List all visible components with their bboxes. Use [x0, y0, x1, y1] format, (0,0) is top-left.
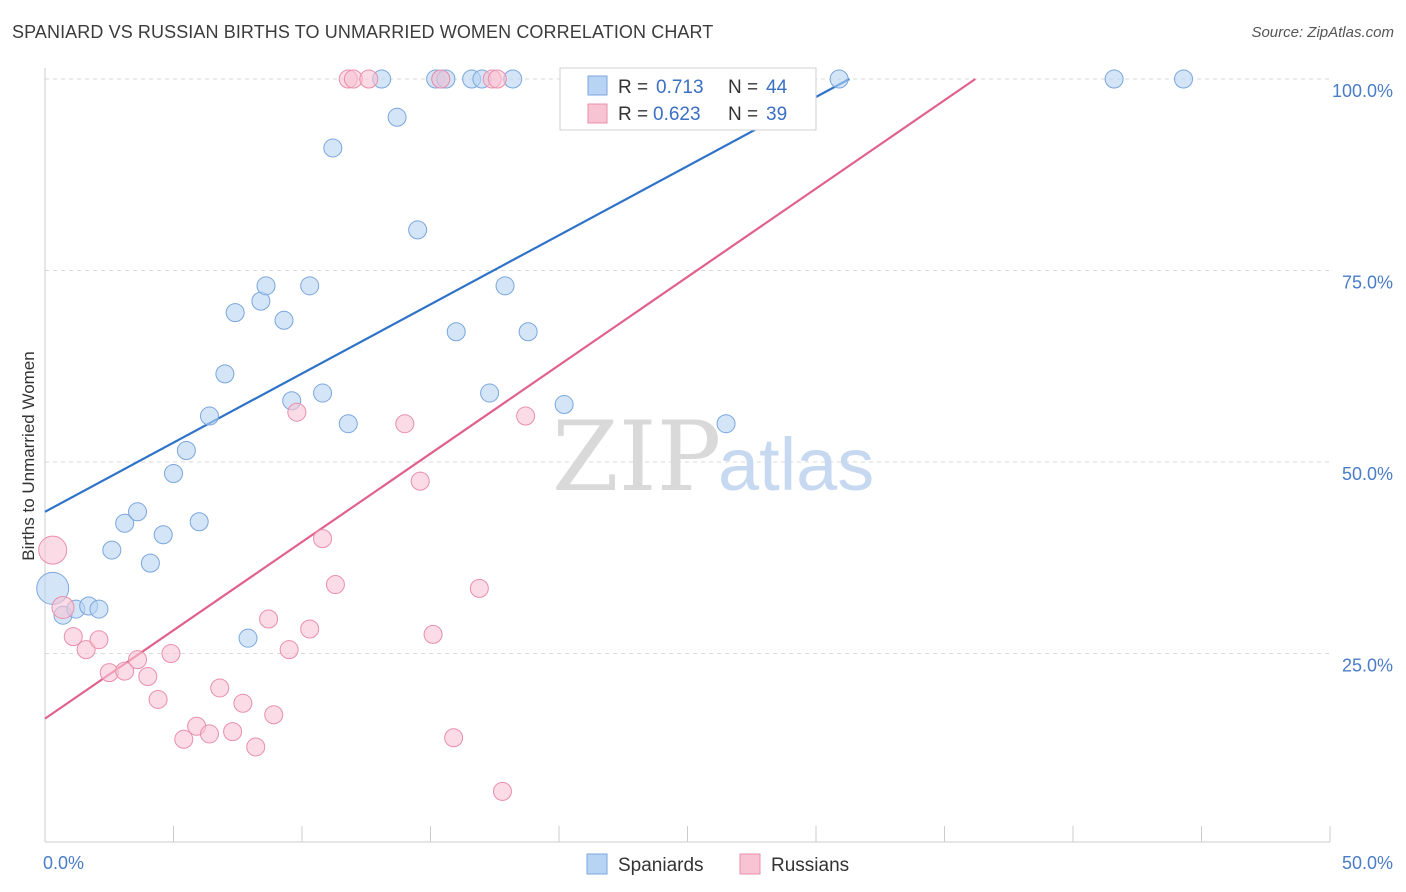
legend-swatch-spaniards — [587, 75, 608, 96]
spaniard-point — [199, 406, 219, 426]
y-tick-label: 50.0% — [1342, 464, 1393, 484]
source-label: Source: ZipAtlas.com — [1251, 24, 1394, 41]
spaniard-point — [274, 310, 294, 330]
x-tick-labels: 0.0% 50.0% — [43, 853, 1393, 873]
y-tick-label: 100.0% — [1332, 81, 1393, 101]
russian-point — [313, 529, 333, 549]
russian-point — [492, 781, 512, 801]
spaniard-point — [140, 553, 160, 573]
russians-trend-line — [44, 78, 976, 720]
russian-point — [431, 69, 451, 89]
russian-point — [51, 596, 75, 620]
spaniard-point — [518, 322, 538, 342]
spaniard-point — [176, 441, 196, 461]
legend-label-spaniards: Spaniards — [618, 855, 704, 876]
russian-point — [161, 644, 181, 663]
spaniard-point — [387, 107, 407, 127]
legend-swatch-russians — [587, 103, 608, 124]
russian-point — [259, 609, 279, 629]
spaniard-point — [128, 502, 148, 522]
y-axis-title: Births to Unmarried Women — [19, 351, 38, 560]
spaniards-trend-line — [44, 78, 850, 513]
spaniard-point — [446, 322, 466, 342]
russian-point — [38, 535, 68, 565]
legend-r-label-spaniards: R = — [618, 77, 648, 98]
russian-point — [279, 640, 299, 660]
legend-r-value-spaniards: 0.713 — [656, 77, 704, 98]
russian-point — [89, 630, 109, 650]
russian-point — [359, 69, 379, 89]
legend-n-value-russians: 39 — [766, 104, 787, 125]
russian-point — [287, 402, 307, 422]
russian-point — [410, 471, 430, 491]
spaniard-point — [495, 276, 515, 296]
russian-point — [264, 705, 284, 725]
legend-label-russians: Russians — [771, 855, 849, 876]
spaniard-point — [338, 414, 358, 434]
spaniard-point — [323, 138, 343, 158]
y-tick-label: 75.0% — [1342, 273, 1393, 293]
spaniard-point — [256, 276, 276, 296]
spaniard-point — [554, 395, 574, 415]
russian-point — [210, 678, 230, 698]
spaniard-point — [238, 628, 258, 648]
legend-n-label-russians: N = — [728, 104, 758, 125]
spaniard-point — [102, 540, 122, 560]
russian-point — [246, 737, 266, 757]
russian-point — [148, 689, 168, 709]
russian-point — [423, 624, 443, 644]
russian-point — [233, 693, 253, 713]
spaniard-point — [1104, 69, 1124, 89]
axes — [44, 68, 1331, 843]
spaniard-point — [480, 383, 500, 403]
legend-n-value-spaniards: 44 — [766, 77, 788, 98]
russian-point — [469, 578, 489, 598]
spaniard-point — [225, 303, 245, 323]
spaniard-point — [115, 513, 135, 533]
russian-point — [128, 650, 148, 670]
spaniard-point — [164, 463, 183, 483]
spaniard-point — [1174, 69, 1194, 89]
spaniard-point — [89, 599, 109, 619]
series-legend: Spaniards Russians — [586, 853, 849, 876]
russian-point — [138, 666, 158, 686]
russian-point — [223, 722, 243, 742]
russian-point — [76, 640, 96, 660]
russian-point — [516, 406, 536, 426]
legend-r-label-russians: R = — [618, 104, 648, 125]
spaniard-point — [829, 69, 849, 89]
watermark-zip: ZIP — [552, 401, 721, 513]
russian-point — [395, 414, 415, 434]
spaniard-point — [300, 276, 320, 296]
russian-point — [199, 724, 219, 744]
russian-point — [487, 69, 507, 89]
y-tick-label: 25.0% — [1342, 656, 1393, 676]
russian-point — [325, 575, 345, 595]
watermark-atlas: atlas — [718, 423, 874, 506]
russian-point — [444, 728, 464, 748]
russian-point — [174, 729, 194, 749]
legend-r-value-russians: 0.623 — [653, 104, 701, 125]
watermark: ZIP atlas — [552, 401, 874, 513]
spaniard-point — [153, 525, 173, 545]
spaniard-point — [716, 414, 736, 434]
legend-swatch-spaniards-bottom — [586, 853, 608, 875]
spaniard-point — [215, 364, 235, 384]
spaniard-point — [408, 220, 428, 240]
spaniard-point — [189, 512, 209, 532]
russian-point — [63, 627, 83, 647]
russian-point — [300, 619, 320, 639]
legend-swatch-russians-bottom — [739, 853, 761, 875]
correlation-legend: R = 0.713 N = 44 R = 0.623 N = 39 — [559, 67, 817, 131]
russian-point — [115, 661, 135, 681]
chart-title: SPANIARD VS RUSSIAN BIRTHS TO UNMARRIED … — [12, 22, 714, 42]
legend-n-label-spaniards: N = — [728, 77, 758, 98]
x-tick-label-max: 50.0% — [1342, 853, 1393, 873]
x-tick-label-min: 0.0% — [43, 853, 84, 873]
trend-lines — [44, 78, 976, 720]
spaniard-point — [313, 383, 333, 403]
y-tick-labels: 25.0% 50.0% 75.0% 100.0% — [1332, 81, 1393, 676]
